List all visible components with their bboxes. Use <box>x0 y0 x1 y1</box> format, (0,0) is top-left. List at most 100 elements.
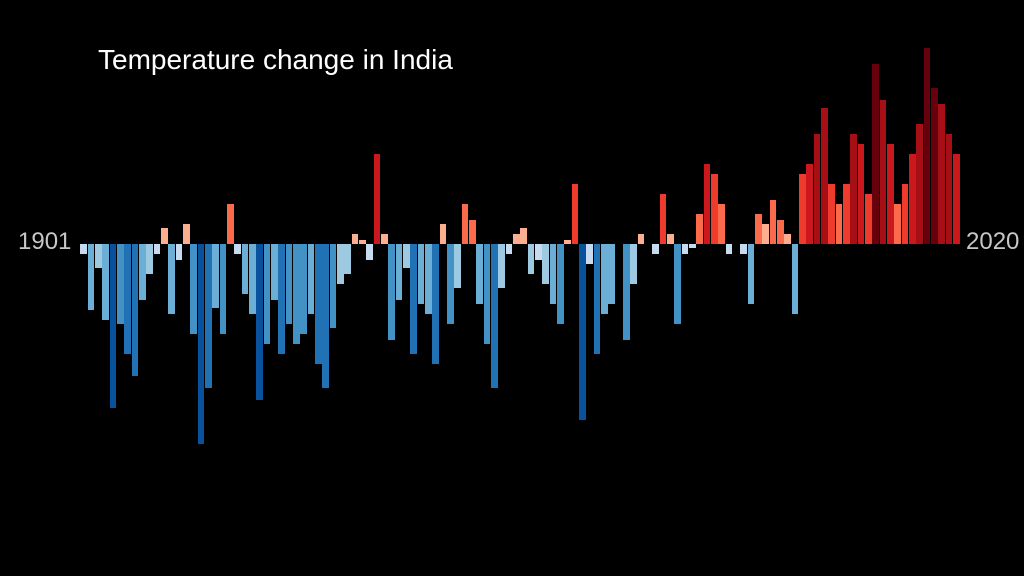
bar <box>623 244 630 340</box>
bar <box>418 244 425 304</box>
bar <box>256 244 263 400</box>
bar <box>806 164 813 244</box>
bar <box>630 244 637 284</box>
bar <box>557 244 564 324</box>
bar <box>469 220 476 244</box>
bar-plot-area <box>80 44 960 504</box>
bar <box>132 244 139 376</box>
bar <box>674 244 681 324</box>
bar <box>315 244 322 364</box>
bar <box>190 244 197 334</box>
bar <box>271 244 278 300</box>
bar <box>858 144 865 244</box>
bar <box>880 100 887 244</box>
bar <box>652 244 659 254</box>
bar <box>337 244 344 284</box>
bar <box>484 244 491 344</box>
bar <box>916 124 923 244</box>
bar <box>462 204 469 244</box>
bar <box>330 244 337 328</box>
bar <box>689 244 696 248</box>
bar <box>146 244 153 274</box>
bar <box>234 244 241 254</box>
bar <box>608 244 615 304</box>
bar <box>513 234 520 244</box>
bar <box>212 244 219 308</box>
bar <box>682 244 689 254</box>
bar <box>432 244 439 364</box>
bar <box>777 220 784 244</box>
bar <box>564 240 571 244</box>
bar <box>821 108 828 244</box>
bar <box>740 244 747 254</box>
bar <box>924 48 931 244</box>
bar <box>748 244 755 304</box>
bar <box>792 244 799 314</box>
bar <box>762 224 769 244</box>
bar <box>953 154 960 244</box>
bar <box>168 244 175 314</box>
bar <box>249 244 256 314</box>
bar <box>80 244 87 254</box>
bar <box>322 244 329 388</box>
bar <box>447 244 454 324</box>
bar <box>220 244 227 334</box>
bar <box>359 240 366 244</box>
bar <box>440 224 447 244</box>
bar <box>865 194 872 244</box>
bar <box>88 244 95 310</box>
bar <box>542 244 549 284</box>
chart-canvas: Temperature change in India 1901 2020 <box>0 0 1024 576</box>
bar <box>887 144 894 244</box>
bar <box>638 234 645 244</box>
bar <box>154 244 161 254</box>
bar <box>176 244 183 260</box>
bar <box>770 200 777 244</box>
bar <box>594 244 601 354</box>
bar <box>931 88 938 244</box>
bar <box>938 104 945 244</box>
bar <box>278 244 285 354</box>
bar <box>718 204 725 244</box>
bar <box>946 134 953 244</box>
bar <box>528 244 535 274</box>
bar <box>836 204 843 244</box>
bar <box>520 228 527 244</box>
x-axis-end-label: 2020 <box>966 228 1019 256</box>
bar <box>872 64 879 244</box>
bar <box>388 244 395 340</box>
bar <box>784 234 791 244</box>
bar <box>110 244 117 408</box>
bar <box>814 134 821 244</box>
bar <box>352 234 359 244</box>
bar <box>894 204 901 244</box>
bar <box>344 244 351 274</box>
bar <box>205 244 212 388</box>
bar <box>498 244 505 288</box>
bar <box>410 244 417 354</box>
bar <box>381 234 388 244</box>
bar <box>550 244 557 304</box>
bar <box>102 244 109 320</box>
bar <box>293 244 300 344</box>
bar <box>902 184 909 244</box>
bar <box>425 244 432 314</box>
bar <box>403 244 410 268</box>
bar <box>139 244 146 300</box>
bar <box>711 174 718 244</box>
bar <box>161 228 168 244</box>
bar <box>227 204 234 244</box>
bar <box>396 244 403 300</box>
bar <box>366 244 373 260</box>
bar <box>799 174 806 244</box>
bar <box>909 154 916 244</box>
bar <box>843 184 850 244</box>
bar <box>506 244 513 254</box>
bar <box>242 244 249 294</box>
bar <box>601 244 608 314</box>
bar <box>572 184 579 244</box>
bar <box>755 214 762 244</box>
bar <box>660 194 667 244</box>
bar <box>264 244 271 344</box>
bar <box>117 244 124 324</box>
